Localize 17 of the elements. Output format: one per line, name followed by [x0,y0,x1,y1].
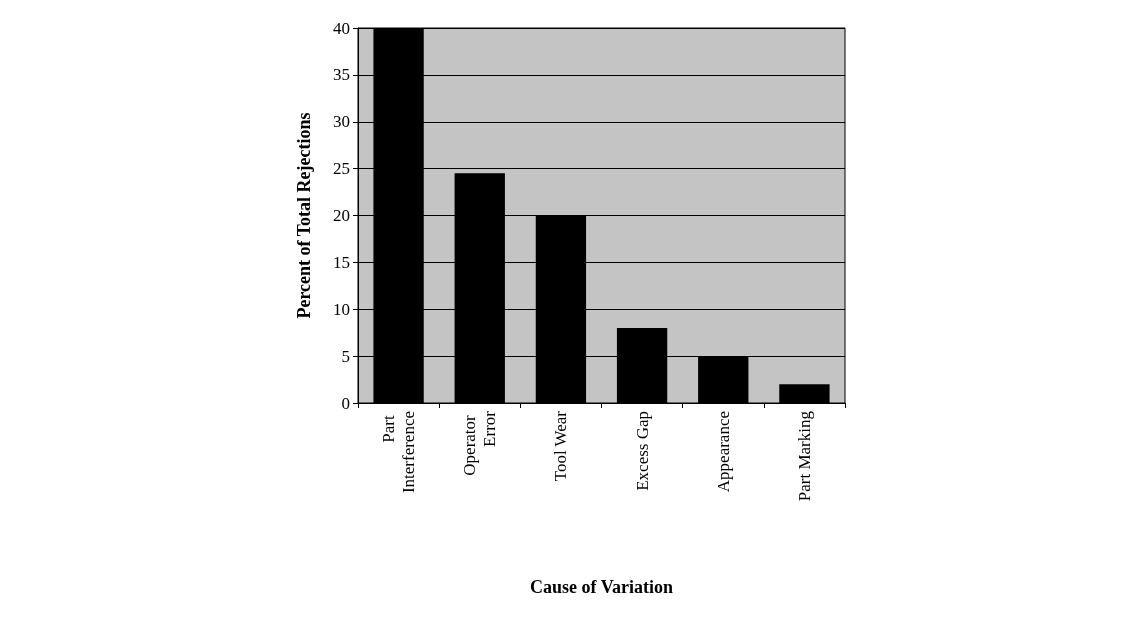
y-tick-label: 25 [333,159,350,179]
x-tick-label: Tool Wear [551,410,571,482]
x-tick-label: Part Marking [794,410,814,502]
x-tick-label: Appearance [713,411,733,493]
y-tick-label: 40 [333,18,350,38]
x-tick-label: Part Interference [379,411,419,494]
y-tick-label: 0 [341,393,350,413]
x-tick-label: Operator Error [460,410,500,476]
y-axis-title: Percent of Total Rejections [294,112,314,319]
y-tick-label: 15 [333,252,350,272]
y-tick-label: 35 [333,65,350,85]
x-axis-title: Cause of Variation [529,577,674,597]
y-tick-label: 5 [341,346,350,366]
y-tick-label: 20 [333,206,350,225]
x-tick-label: Excess Gap [632,411,652,491]
y-tick-label: 10 [333,299,350,319]
y-tick-label: 30 [333,112,350,132]
